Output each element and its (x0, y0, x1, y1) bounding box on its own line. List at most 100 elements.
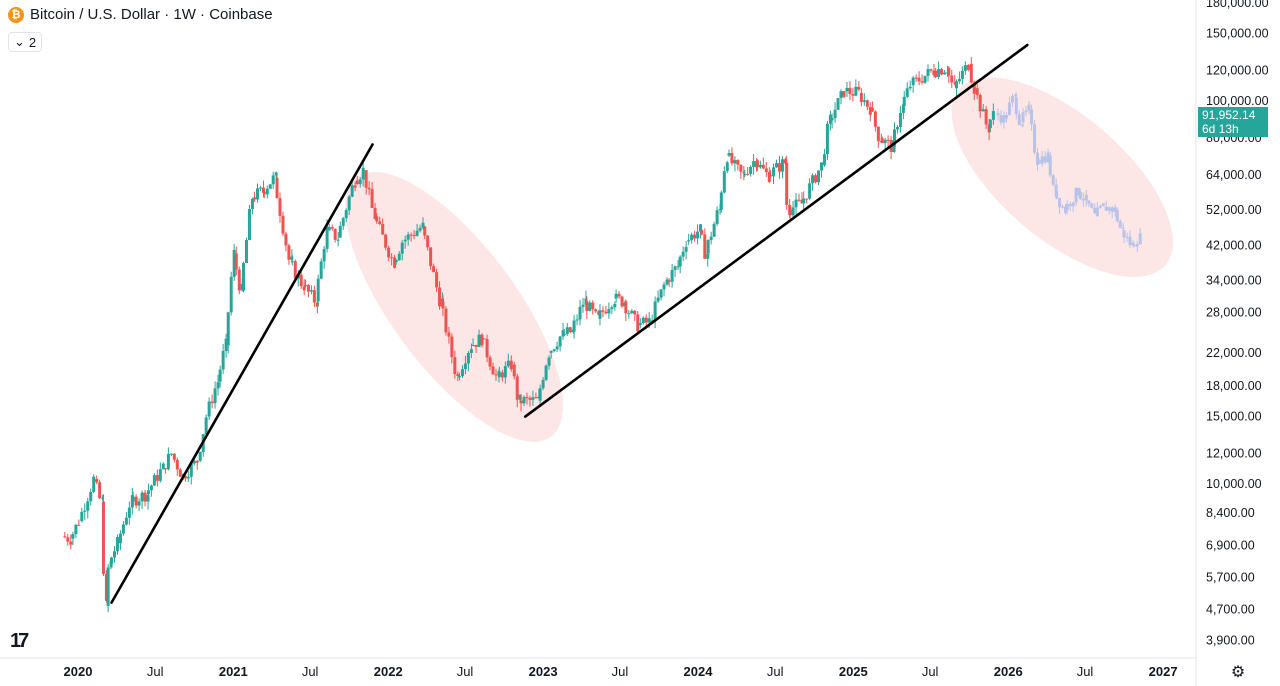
indicators-toggle[interactable]: ⌄ 2 (8, 32, 43, 52)
candle (261, 187, 265, 193)
candle (453, 357, 457, 375)
candle (969, 63, 973, 83)
candle (466, 352, 470, 364)
time-tick-label: 2022 (374, 664, 403, 679)
candle (127, 507, 131, 518)
candle (895, 127, 899, 130)
candle (749, 166, 753, 174)
candle (851, 94, 855, 96)
candle (494, 374, 498, 376)
time-tick-label: Jul (302, 664, 319, 679)
highlight-zone (345, 171, 563, 442)
projection-candle (1013, 94, 1017, 97)
candle (143, 492, 147, 502)
candle (842, 91, 846, 97)
projection-candle (1058, 197, 1062, 208)
projection-candle (1113, 207, 1117, 212)
candle (149, 485, 153, 491)
candle (89, 491, 93, 502)
candle (528, 397, 532, 400)
candle (854, 86, 858, 96)
candle (988, 119, 992, 129)
candle (482, 338, 486, 340)
candle (693, 234, 697, 239)
projection-candle (1098, 205, 1102, 208)
candle (226, 312, 230, 346)
candle (538, 388, 542, 401)
candle (656, 297, 660, 302)
candle (712, 224, 716, 237)
candle (873, 111, 877, 127)
candle (746, 173, 750, 175)
chevron-down-icon: ⌄ (14, 34, 25, 49)
candle (456, 374, 460, 376)
time-tick-label: Jul (457, 664, 474, 679)
candle (825, 123, 829, 155)
candle (777, 163, 781, 172)
time-axis[interactable]: 2020 Jul 2021 Jul 2022 Jul 2023 Jul 2024 Jul 2025 J… (64, 664, 1178, 679)
symbol-header[interactable]: ₿ Bitcoin / U.S. Dollar · 1W · Coinbase (8, 6, 273, 23)
projection-candle (1074, 187, 1078, 203)
candle (172, 453, 176, 460)
candle (954, 81, 958, 89)
candle (819, 162, 823, 171)
candle (817, 170, 821, 183)
candle (192, 460, 196, 464)
candle (460, 369, 464, 377)
gear-icon[interactable]: ⚙ (1230, 664, 1246, 681)
candle (519, 400, 523, 404)
candle (957, 78, 961, 82)
candle (415, 230, 419, 236)
candle (901, 104, 905, 113)
candle (755, 160, 759, 168)
candle (630, 310, 634, 314)
candle (287, 245, 291, 260)
candle (183, 475, 187, 479)
candle (216, 382, 220, 389)
candle (406, 234, 410, 240)
candle (131, 496, 135, 502)
projection-candle (1027, 104, 1031, 111)
candle (387, 247, 391, 258)
candle (344, 210, 348, 219)
candle (659, 289, 663, 298)
candle (934, 70, 938, 77)
candle (432, 266, 436, 273)
tradingview-logo-icon[interactable]: 17 (10, 630, 29, 653)
time-tick-label: Jul (922, 664, 939, 679)
projection-candle (1078, 191, 1082, 199)
candle (152, 475, 156, 486)
trendline[interactable] (523, 43, 1029, 418)
candle (488, 357, 492, 367)
price-tick-label: 64,000.00 (1206, 168, 1262, 182)
candle (275, 177, 279, 199)
candle (175, 459, 179, 470)
candle (367, 187, 371, 190)
highlight-zones (345, 77, 1173, 442)
candle (549, 351, 553, 353)
candle (743, 173, 747, 176)
price-tick-label: 34,000.00 (1206, 273, 1262, 287)
candle (480, 334, 484, 346)
candle (370, 189, 374, 208)
candle (278, 198, 282, 216)
candle (703, 234, 707, 259)
projection-candle (1005, 115, 1009, 119)
candle (783, 159, 787, 164)
price-axis[interactable]: 180,000.00 150,000.00 120,000.00 100,000.00… (1206, 0, 1269, 648)
candle (393, 257, 397, 268)
candle (920, 81, 924, 83)
projection-candle (1043, 156, 1047, 163)
candle (63, 536, 67, 538)
trendline[interactable] (110, 143, 374, 604)
candle (562, 333, 566, 335)
candle (299, 274, 303, 287)
candle (764, 168, 768, 173)
candle (293, 261, 297, 279)
candle (426, 235, 430, 248)
candle (975, 88, 979, 95)
candle (868, 106, 872, 115)
bitcoin-icon: ₿ (8, 6, 24, 23)
candle (118, 533, 122, 544)
